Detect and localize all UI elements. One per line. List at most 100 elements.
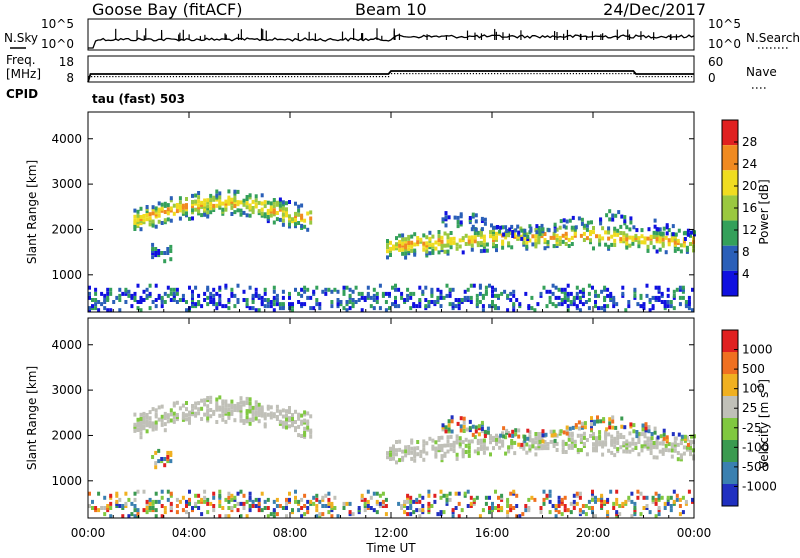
echo-cell	[409, 499, 413, 504]
noise-search-label: N.Search	[746, 31, 800, 45]
echo-cell	[200, 497, 204, 502]
echo-cell	[577, 426, 581, 431]
echo-cell	[215, 306, 219, 311]
echo-cell	[160, 251, 164, 255]
echo-cell	[375, 291, 379, 296]
echo-cell	[464, 233, 468, 238]
echo-cell	[404, 255, 408, 260]
echo-cell	[121, 504, 125, 508]
velocity-echo-cells	[88, 395, 696, 519]
echo-cell	[109, 308, 113, 313]
echo-cell	[163, 218, 167, 223]
colorbar-swatch	[722, 145, 738, 171]
echo-cell	[463, 289, 467, 294]
echo-cell	[623, 219, 627, 224]
echo-cell	[239, 396, 243, 401]
echo-cell	[266, 404, 270, 409]
echo-cell	[529, 228, 533, 233]
nave-point	[521, 73, 523, 75]
echo-cell	[458, 436, 462, 441]
echo-cell	[629, 422, 633, 427]
echo-cell	[403, 298, 407, 302]
echo-cell	[315, 497, 319, 502]
echo-cell	[468, 220, 472, 225]
echo-cell	[491, 506, 494, 510]
echo-cell	[94, 287, 98, 292]
echo-cell	[206, 285, 210, 290]
echo-cell	[651, 304, 655, 309]
nave-point	[578, 73, 581, 75]
echo-cell	[462, 429, 466, 433]
echo-cell	[203, 402, 207, 407]
echo-cell	[642, 495, 646, 500]
echo-cell	[413, 458, 417, 463]
echo-cell	[415, 497, 419, 502]
echo-cell	[604, 440, 608, 445]
echo-cell	[133, 220, 137, 225]
echo-cell	[437, 238, 441, 243]
echo-cell	[303, 289, 307, 294]
echo-cell	[654, 497, 658, 502]
echo-cell	[160, 459, 164, 464]
echo-cell	[194, 411, 198, 416]
echo-cell	[605, 427, 609, 432]
echo-cell	[233, 418, 237, 423]
echo-cell	[306, 227, 310, 232]
echo-cell	[303, 418, 307, 423]
echo-cell	[428, 239, 432, 243]
echo-cell	[416, 242, 420, 247]
echo-cell	[657, 493, 661, 498]
echo-cell	[194, 285, 198, 290]
echo-cell	[451, 514, 455, 519]
echo-cell	[372, 293, 376, 298]
echo-cell	[203, 495, 207, 500]
velocity-x-axis: 00:00 04:00 08:00 12:00 16:00 20:00 00:00	[71, 318, 711, 540]
echo-cell	[157, 499, 161, 504]
echo-cell	[507, 243, 511, 248]
echo-cell	[514, 428, 518, 433]
echo-cell	[673, 440, 677, 445]
echo-cell	[422, 439, 426, 444]
echo-cell	[673, 448, 677, 453]
echo-cell	[269, 512, 273, 517]
echo-cell	[685, 435, 689, 440]
echo-cell	[590, 220, 593, 225]
echo-cell	[121, 291, 125, 296]
echo-cell	[294, 214, 297, 218]
echo-cell	[389, 240, 392, 245]
echo-cell	[625, 243, 629, 248]
echo-cell	[641, 423, 645, 428]
echo-cell	[163, 291, 167, 296]
echo-cell	[662, 436, 666, 441]
echo-cell	[527, 304, 531, 309]
echo-cell	[430, 504, 434, 508]
echo-cell	[492, 238, 495, 243]
echo-cell	[248, 401, 252, 406]
echo-cell	[100, 291, 104, 296]
nave-point	[175, 76, 178, 78]
echo-cell	[191, 508, 194, 513]
echo-cell	[685, 445, 689, 450]
echo-cell	[637, 438, 641, 442]
echo-cell	[366, 285, 370, 290]
echo-cell	[637, 240, 641, 245]
echo-cell	[445, 493, 449, 498]
nave-point	[106, 76, 108, 78]
echo-cell	[118, 287, 122, 292]
echo-cell	[658, 247, 662, 252]
echo-cell	[526, 436, 530, 441]
echo-cell	[674, 232, 678, 237]
echo-cell	[215, 189, 219, 194]
echo-cell	[248, 213, 252, 218]
echo-cell	[218, 504, 222, 508]
echo-cell	[621, 291, 625, 296]
echo-cell	[636, 495, 640, 500]
echo-cell	[609, 489, 613, 494]
echo-cell	[524, 291, 528, 296]
echo-cell	[260, 508, 264, 513]
echo-cell	[407, 449, 411, 453]
echo-cell	[209, 501, 213, 506]
echo-cell	[691, 308, 694, 313]
echo-cell	[166, 450, 170, 455]
echo-cell	[550, 433, 554, 438]
